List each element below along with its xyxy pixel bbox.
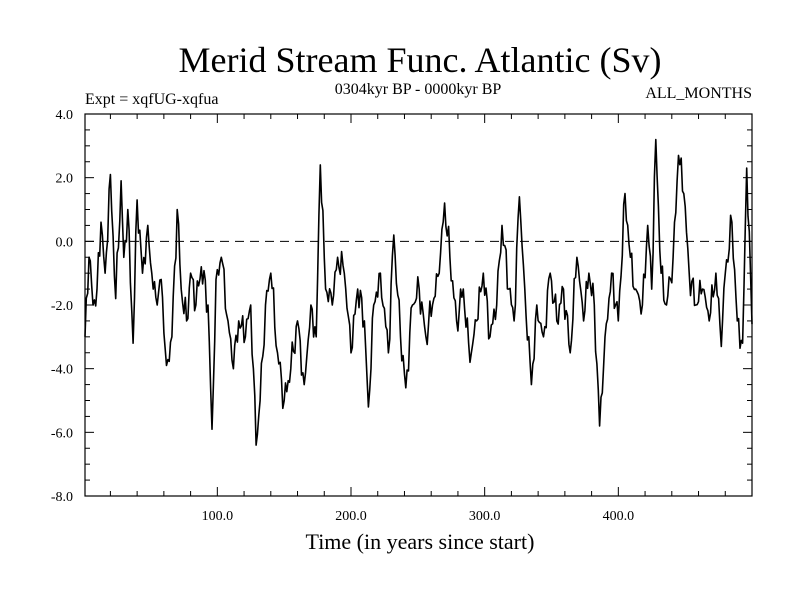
months-label: ALL_MONTHS [645,85,752,102]
series-line [84,138,753,446]
x-tick-label: 200.0 [335,509,367,524]
experiment-label: Expt = xqfUG-xqfua [85,91,218,108]
y-tick-label: 0.0 [56,235,74,250]
x-tick-label: 400.0 [603,509,635,524]
y-tick-label: -6.0 [51,426,73,441]
y-tick-label: 2.0 [56,172,74,187]
axis-tick-labels: 4.0 2.0 0.0 -2.0 -4.0 -6.0 -8.0 100.0 200.0 300.0… [51,108,634,524]
chart-title: Merid Stream Func. Atlantic (Sv) [179,40,662,80]
x-tick-label: 300.0 [469,509,501,524]
x-tick-label: 100.0 [202,509,234,524]
y-tick-label: -4.0 [51,363,73,378]
y-tick-label: -2.0 [51,299,73,314]
x-axis-label: Time (in years since start) [306,529,535,554]
series-group [84,138,753,446]
y-tick-label: -8.0 [51,490,73,505]
y-tick-label: 4.0 [56,108,74,123]
time-range-label: 0304kyr BP - 0000kyr BP [335,81,502,98]
